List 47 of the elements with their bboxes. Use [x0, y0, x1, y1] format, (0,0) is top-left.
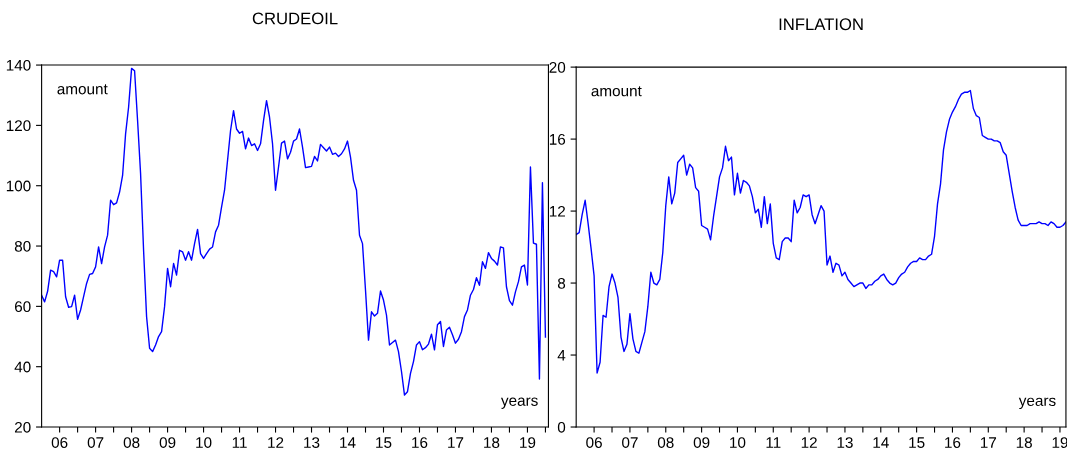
y-tick-label: 40: [14, 361, 31, 373]
y-axis-title: amount: [57, 84, 108, 95]
x-tick-label: 09: [159, 437, 176, 448]
y-tick-label: 100: [6, 180, 31, 192]
x-axis-title: years: [500, 397, 538, 409]
x-tick-label: 16: [945, 437, 961, 448]
x-tick-label: 08: [657, 437, 674, 448]
chart-title: CRUDEOIL: [252, 12, 338, 25]
y-tick-label: 8: [557, 277, 566, 289]
x-tick-label: 07: [622, 437, 638, 448]
x-axis-title: years: [1018, 397, 1056, 410]
x-tick-label: 18: [484, 437, 500, 448]
y-tick-label: 0: [557, 421, 566, 433]
y-tick-label: 16: [549, 133, 566, 145]
x-tick-label: 08: [123, 437, 140, 448]
x-tick-label: 16: [412, 437, 428, 448]
y-tick-label: 4: [557, 350, 566, 361]
x-tick-label: 06: [51, 437, 68, 448]
x-tick-label: 18: [1016, 437, 1032, 448]
x-tick-label: 11: [766, 437, 781, 448]
x-tick-label: 13: [304, 437, 320, 448]
y-tick-label: 60: [14, 301, 31, 313]
x-tick-label: 10: [196, 437, 212, 448]
chart-title: INFLATION: [779, 18, 863, 31]
x-tick-label: 14: [340, 437, 356, 448]
x-tick-label: 14: [873, 437, 889, 448]
x-tick-label: 11: [232, 437, 247, 448]
y-tick-label: 20: [549, 61, 566, 73]
x-tick-label: 15: [376, 437, 392, 448]
y-axis-title: amount: [591, 86, 642, 97]
x-tick-label: 09: [693, 437, 710, 448]
y-tick-label: 140: [6, 59, 31, 71]
x-tick-label: 07: [87, 437, 104, 448]
x-tick-label: 15: [909, 437, 925, 448]
x-tick-label: 19: [520, 437, 536, 448]
y-tick-label: 12: [549, 205, 565, 217]
x-tick-label: 06: [586, 437, 602, 448]
x-tick-label: 19: [1052, 437, 1067, 448]
y-tick-label: 120: [6, 120, 31, 132]
y-tick-label: 80: [14, 240, 31, 252]
y-tick-label: 20: [14, 421, 31, 433]
x-tick-label: 12: [268, 437, 284, 448]
x-tick-label: 12: [801, 437, 817, 448]
x-tick-label: 17: [980, 437, 997, 448]
x-tick-label: 10: [730, 437, 746, 448]
x-tick-label: 13: [837, 437, 853, 448]
x-tick-label: 17: [448, 437, 464, 448]
